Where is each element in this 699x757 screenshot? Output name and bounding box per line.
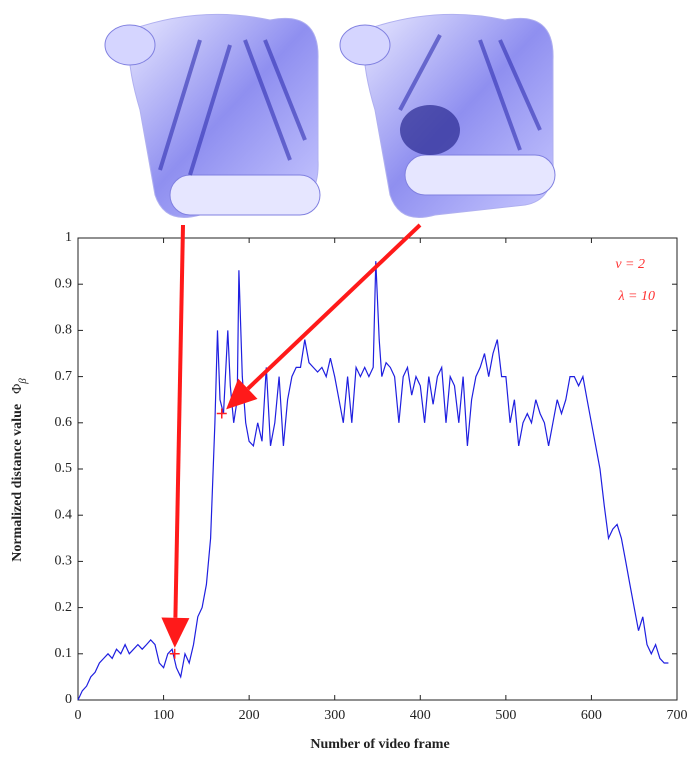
y-tick-label: 0.5 bbox=[55, 461, 73, 476]
x-tick-label: 0 bbox=[75, 708, 82, 723]
data-line bbox=[77, 261, 669, 701]
x-tick-label: 700 bbox=[667, 708, 688, 723]
video-frame-2 bbox=[339, 13, 556, 218]
y-tick-label: 0.4 bbox=[55, 507, 73, 522]
marker bbox=[216, 408, 227, 419]
x-tick-label: 600 bbox=[581, 708, 602, 723]
annotation: λ = 10 bbox=[617, 289, 655, 304]
y-tick-label: 0 bbox=[65, 692, 72, 707]
y-tick-label: 0.6 bbox=[55, 415, 73, 430]
arrow bbox=[246, 223, 422, 391]
y-tick-label: 0.1 bbox=[55, 646, 73, 661]
annotation: ν = 2 bbox=[615, 257, 645, 272]
marker bbox=[169, 648, 180, 659]
x-tick-label: 300 bbox=[324, 708, 345, 723]
video-frame-1 bbox=[104, 13, 321, 218]
x-axis-label: Number of video frame bbox=[310, 737, 449, 752]
y-axis-subscript: β bbox=[17, 378, 29, 385]
y-tick-label: 0.2 bbox=[55, 600, 73, 615]
y-axis-symbol: Φ bbox=[10, 384, 25, 394]
y-tick-label: 0.9 bbox=[55, 276, 73, 291]
x-tick-label: 400 bbox=[410, 708, 431, 723]
arrow-head bbox=[161, 617, 190, 648]
arrow bbox=[173, 224, 185, 618]
arrow-head bbox=[226, 378, 258, 410]
y-axis-label-text: Normalized distance value bbox=[10, 404, 25, 562]
y-tick-label: 0.3 bbox=[55, 554, 73, 569]
x-tick-label: 100 bbox=[153, 708, 174, 723]
x-tick-label: 500 bbox=[495, 708, 516, 723]
y-tick-label: 1 bbox=[65, 230, 72, 245]
y-axis-label: Normalized distance value Φβ bbox=[10, 378, 28, 562]
y-tick-label: 0.7 bbox=[55, 369, 73, 384]
y-tick-label: 0.8 bbox=[55, 323, 73, 338]
x-tick-label: 200 bbox=[239, 708, 260, 723]
